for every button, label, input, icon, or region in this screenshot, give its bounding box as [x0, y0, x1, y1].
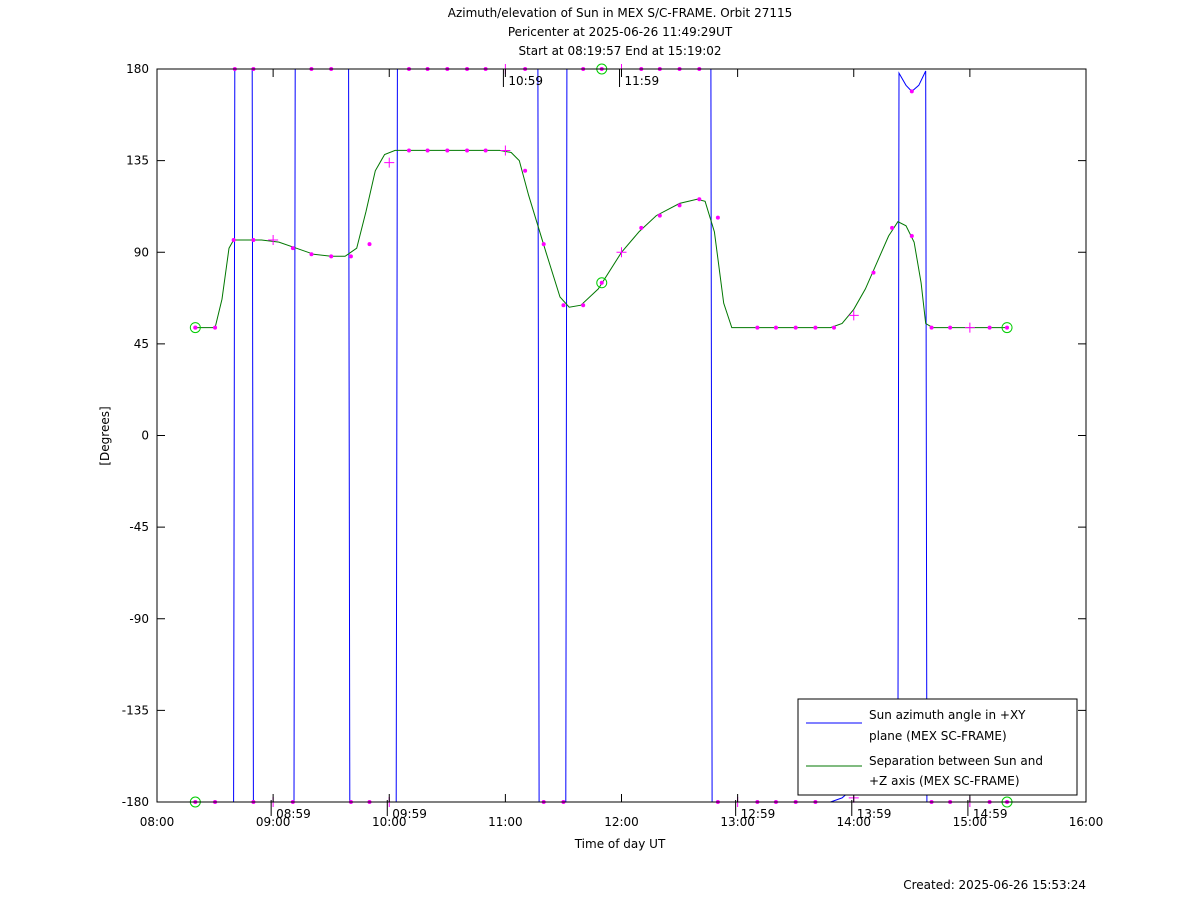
marker-circle-0 [189, 322, 201, 334]
y-tick-label-7: -135 [122, 703, 149, 717]
marker-dot-1 [213, 325, 218, 330]
marker-circle-ring-0 [189, 322, 201, 334]
hour-marker-label-0: 08:59 [276, 807, 311, 821]
marker-dot-13 [483, 148, 488, 153]
marker-circle-1 [596, 277, 608, 289]
marker-dot-4 [290, 246, 295, 251]
marker-dot-2 [231, 238, 236, 243]
marker-dot-11 [445, 148, 450, 153]
legend: Sun azimuth angle in +XY plane (MEX SC-F… [797, 698, 1078, 796]
y-tick-label-5: -45 [129, 520, 149, 534]
series-line-0 [195, 68, 1007, 803]
marker-dot-15 [541, 242, 546, 247]
x-tick-label-2: 10:00 [372, 815, 407, 829]
x-tick-label-4: 12:00 [604, 815, 639, 829]
marker-cross-5 [964, 322, 975, 333]
marker-dot-17 [581, 303, 586, 308]
y-tick-label-1: 135 [126, 154, 149, 168]
marker-dot-26 [813, 325, 818, 330]
marker-dot-32 [948, 325, 953, 330]
marker-circle-dot-2 [1005, 325, 1010, 330]
y-tick-label-6: -90 [129, 612, 149, 626]
hour-marker-label-1: 09:59 [392, 807, 427, 821]
legend-label-azimuth-2: plane (MEX SC-FRAME) [869, 729, 1007, 743]
y-tick-label-4: 0 [141, 429, 149, 443]
marker-circle-ring-2 [1001, 322, 1013, 334]
marker-dot-22 [715, 215, 720, 220]
marker-dot-31 [929, 325, 934, 330]
marker-dot-27 [832, 325, 837, 330]
x-axis-label: Time of day UT [574, 837, 666, 851]
chart-title-line1: Azimuth/elevation of Sun in MEX S/C-FRAM… [448, 6, 793, 20]
marker-circle-dot-0 [193, 325, 198, 330]
marker-dot-29 [890, 225, 895, 230]
marker-dot-16 [561, 303, 566, 308]
marker-dot-21 [697, 197, 702, 202]
marker-dot-7 [348, 254, 353, 259]
legend-label-separation-1: Separation between Sun and [869, 754, 1043, 768]
hour-marker-label-3: 11:59 [625, 74, 660, 88]
marker-dot-19 [657, 213, 662, 218]
x-tick-label-5: 13:00 [720, 815, 755, 829]
marker-cross-2 [500, 145, 511, 156]
legend-box [797, 698, 1078, 796]
hour-marker-label-5: 13:59 [857, 807, 892, 821]
marker-dot-12 [465, 148, 470, 153]
created-timestamp: Created: 2025-06-26 15:53:24 [903, 878, 1086, 892]
legend-label-azimuth-1: Sun azimuth angle in +XY [869, 708, 1026, 722]
marker-dot-24 [773, 325, 778, 330]
y-tick-label-0: 180 [126, 62, 149, 76]
x-tick-label-6: 14:00 [836, 815, 871, 829]
marker-dot-8 [367, 242, 372, 247]
chart-title-line2: Pericenter at 2025-06-26 11:49:29UT [508, 25, 733, 39]
marker-dot-9 [406, 148, 411, 153]
marker-dot-23 [755, 325, 760, 330]
marker-circle-ring-1 [596, 277, 608, 289]
marker-dot-33 [987, 325, 992, 330]
marker-dot-20 [677, 203, 682, 208]
marker-dot-3 [251, 238, 256, 243]
marker-cross-1 [384, 157, 395, 168]
marker-dot-14 [523, 168, 528, 173]
legend-label-separation-2: +Z axis (MEX SC-FRAME) [869, 774, 1020, 788]
y-tick-label-2: 90 [134, 245, 149, 259]
marker-dot-18 [639, 225, 644, 230]
x-tick-label-0: 08:00 [140, 815, 175, 829]
marker-circle-2 [1001, 322, 1013, 334]
hour-marker-label-2: 10:59 [508, 74, 543, 88]
marker-dot-10 [425, 148, 430, 153]
x-tick-label-7: 15:00 [953, 815, 988, 829]
x-tick-label-8: 16:00 [1069, 815, 1104, 829]
series-line-1 [195, 149, 1007, 329]
y-tick-label-3: 45 [134, 337, 149, 351]
hour-marker-label-4: 12:59 [741, 807, 776, 821]
axis-ticks: 180 135 90 45 0 -45 -90 -135 -180 08:00 09:00 10:00… [122, 62, 1104, 829]
y-axis-label: [Degrees] [98, 406, 112, 465]
marker-dot-5 [309, 252, 314, 257]
y-tick-label-8: -180 [122, 795, 149, 809]
marker-dot-30 [909, 233, 914, 238]
plot-frame [156, 68, 1087, 803]
marker-cross-3 [616, 247, 627, 258]
hour-marker-label-6: 14:59 [973, 807, 1008, 821]
x-tick-label-1: 09:00 [256, 815, 291, 829]
marker-cross-4 [848, 310, 859, 321]
marker-dot-25 [793, 325, 798, 330]
marker-circle-dot-1 [599, 280, 604, 285]
marker-dot-6 [329, 254, 334, 259]
marker-dot-62 [909, 89, 914, 94]
marker-dot-28 [871, 270, 876, 275]
marker-cross-0 [268, 235, 279, 246]
chart-title-line3: Start at 08:19:57 End at 15:19:02 [518, 44, 721, 58]
x-tick-label-3: 11:00 [488, 815, 523, 829]
